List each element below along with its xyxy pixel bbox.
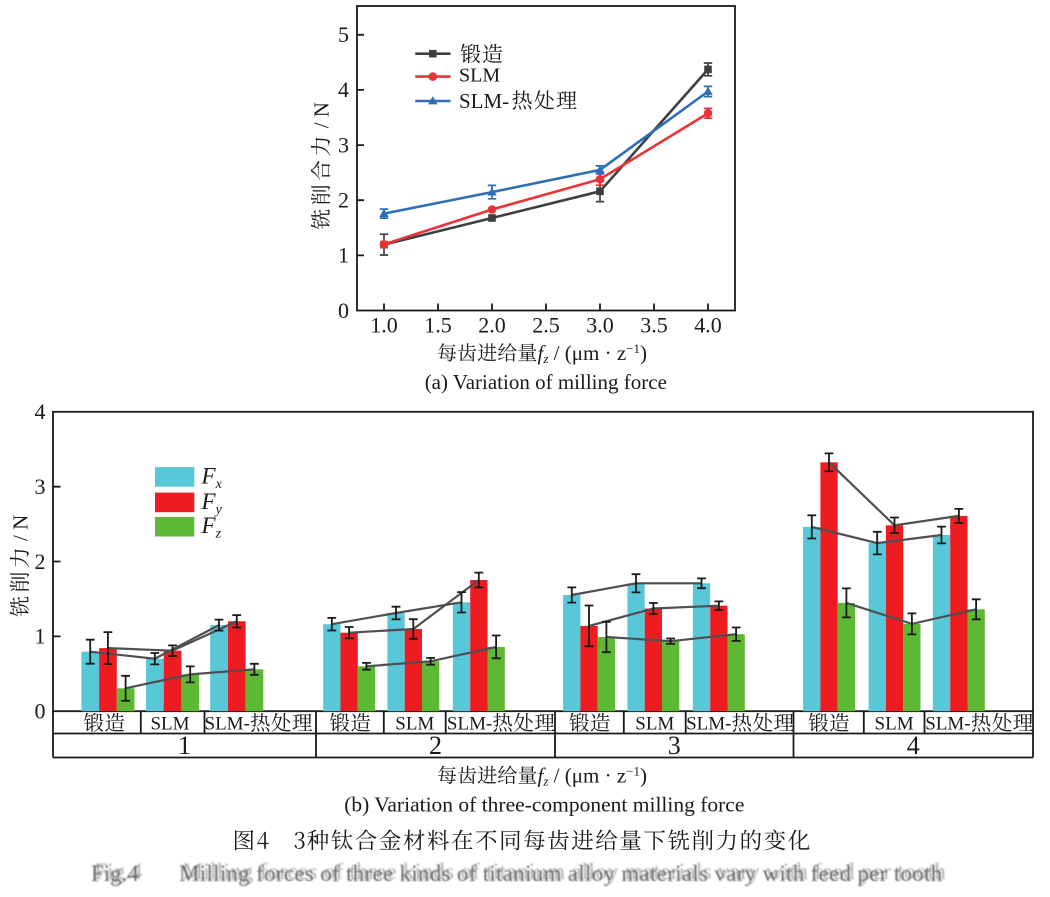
svg-text:(a) Variation of milling force: (a) Variation of milling force (425, 370, 667, 394)
svg-text:Fig.4: Fig.4 (91, 861, 139, 886)
svg-text:4: 4 (338, 77, 349, 102)
svg-text:SLM: SLM (395, 713, 434, 734)
svg-text:4.0: 4.0 (694, 313, 722, 338)
svg-text:SLM-: SLM- (459, 89, 509, 113)
svg-text:SLM: SLM (150, 713, 189, 734)
svg-text:2: 2 (338, 188, 349, 213)
svg-text:SLM: SLM (635, 713, 674, 734)
svg-text:3: 3 (35, 474, 46, 499)
svg-text:SLM: SLM (875, 713, 914, 734)
svg-text:2.0: 2.0 (478, 313, 506, 338)
svg-text:Milling forces of three kinds: Milling forces of three kinds of titaniu… (183, 859, 947, 884)
svg-text:1.5: 1.5 (424, 313, 452, 338)
svg-text:/ N: / N (310, 102, 334, 128)
svg-text:Fx: Fx (201, 463, 223, 492)
svg-text:Fig.4: Fig.4 (95, 859, 143, 884)
svg-text:2.5: 2.5 (532, 313, 560, 338)
svg-text:1.0: 1.0 (370, 313, 398, 338)
svg-text:4: 4 (35, 399, 46, 424)
svg-text:3: 3 (668, 731, 681, 760)
svg-text:fz / (μm · z−1): fz / (μm · z−1) (538, 341, 648, 366)
svg-text:3.5: 3.5 (640, 313, 668, 338)
svg-text:1: 1 (338, 243, 349, 268)
svg-text:/ N: / N (8, 515, 32, 541)
svg-text:SLM-: SLM- (447, 713, 492, 734)
svg-text:Milling forces of three kinds: Milling forces of three kinds of titaniu… (179, 861, 943, 886)
svg-text:Fz: Fz (201, 513, 222, 542)
svg-text:1: 1 (178, 731, 191, 760)
svg-text:0: 0 (338, 298, 349, 323)
svg-text:4: 4 (907, 731, 920, 760)
svg-text:SLM-: SLM- (205, 713, 250, 734)
svg-text:5: 5 (338, 22, 349, 47)
svg-text:1: 1 (35, 624, 46, 649)
svg-text:(b) Variation of three-compone: (b) Variation of three-component milling… (344, 792, 744, 816)
svg-text:SLM-: SLM- (686, 713, 731, 734)
svg-text:SLM-: SLM- (925, 713, 970, 734)
svg-text:0: 0 (35, 699, 46, 724)
svg-text:SLM: SLM (459, 65, 500, 87)
svg-text:3.0: 3.0 (586, 313, 614, 338)
svg-text:2: 2 (35, 549, 46, 574)
svg-text:fz / (μm · z−1): fz / (μm · z−1) (538, 764, 648, 789)
svg-text:3: 3 (338, 132, 349, 157)
svg-text:2: 2 (429, 731, 442, 760)
